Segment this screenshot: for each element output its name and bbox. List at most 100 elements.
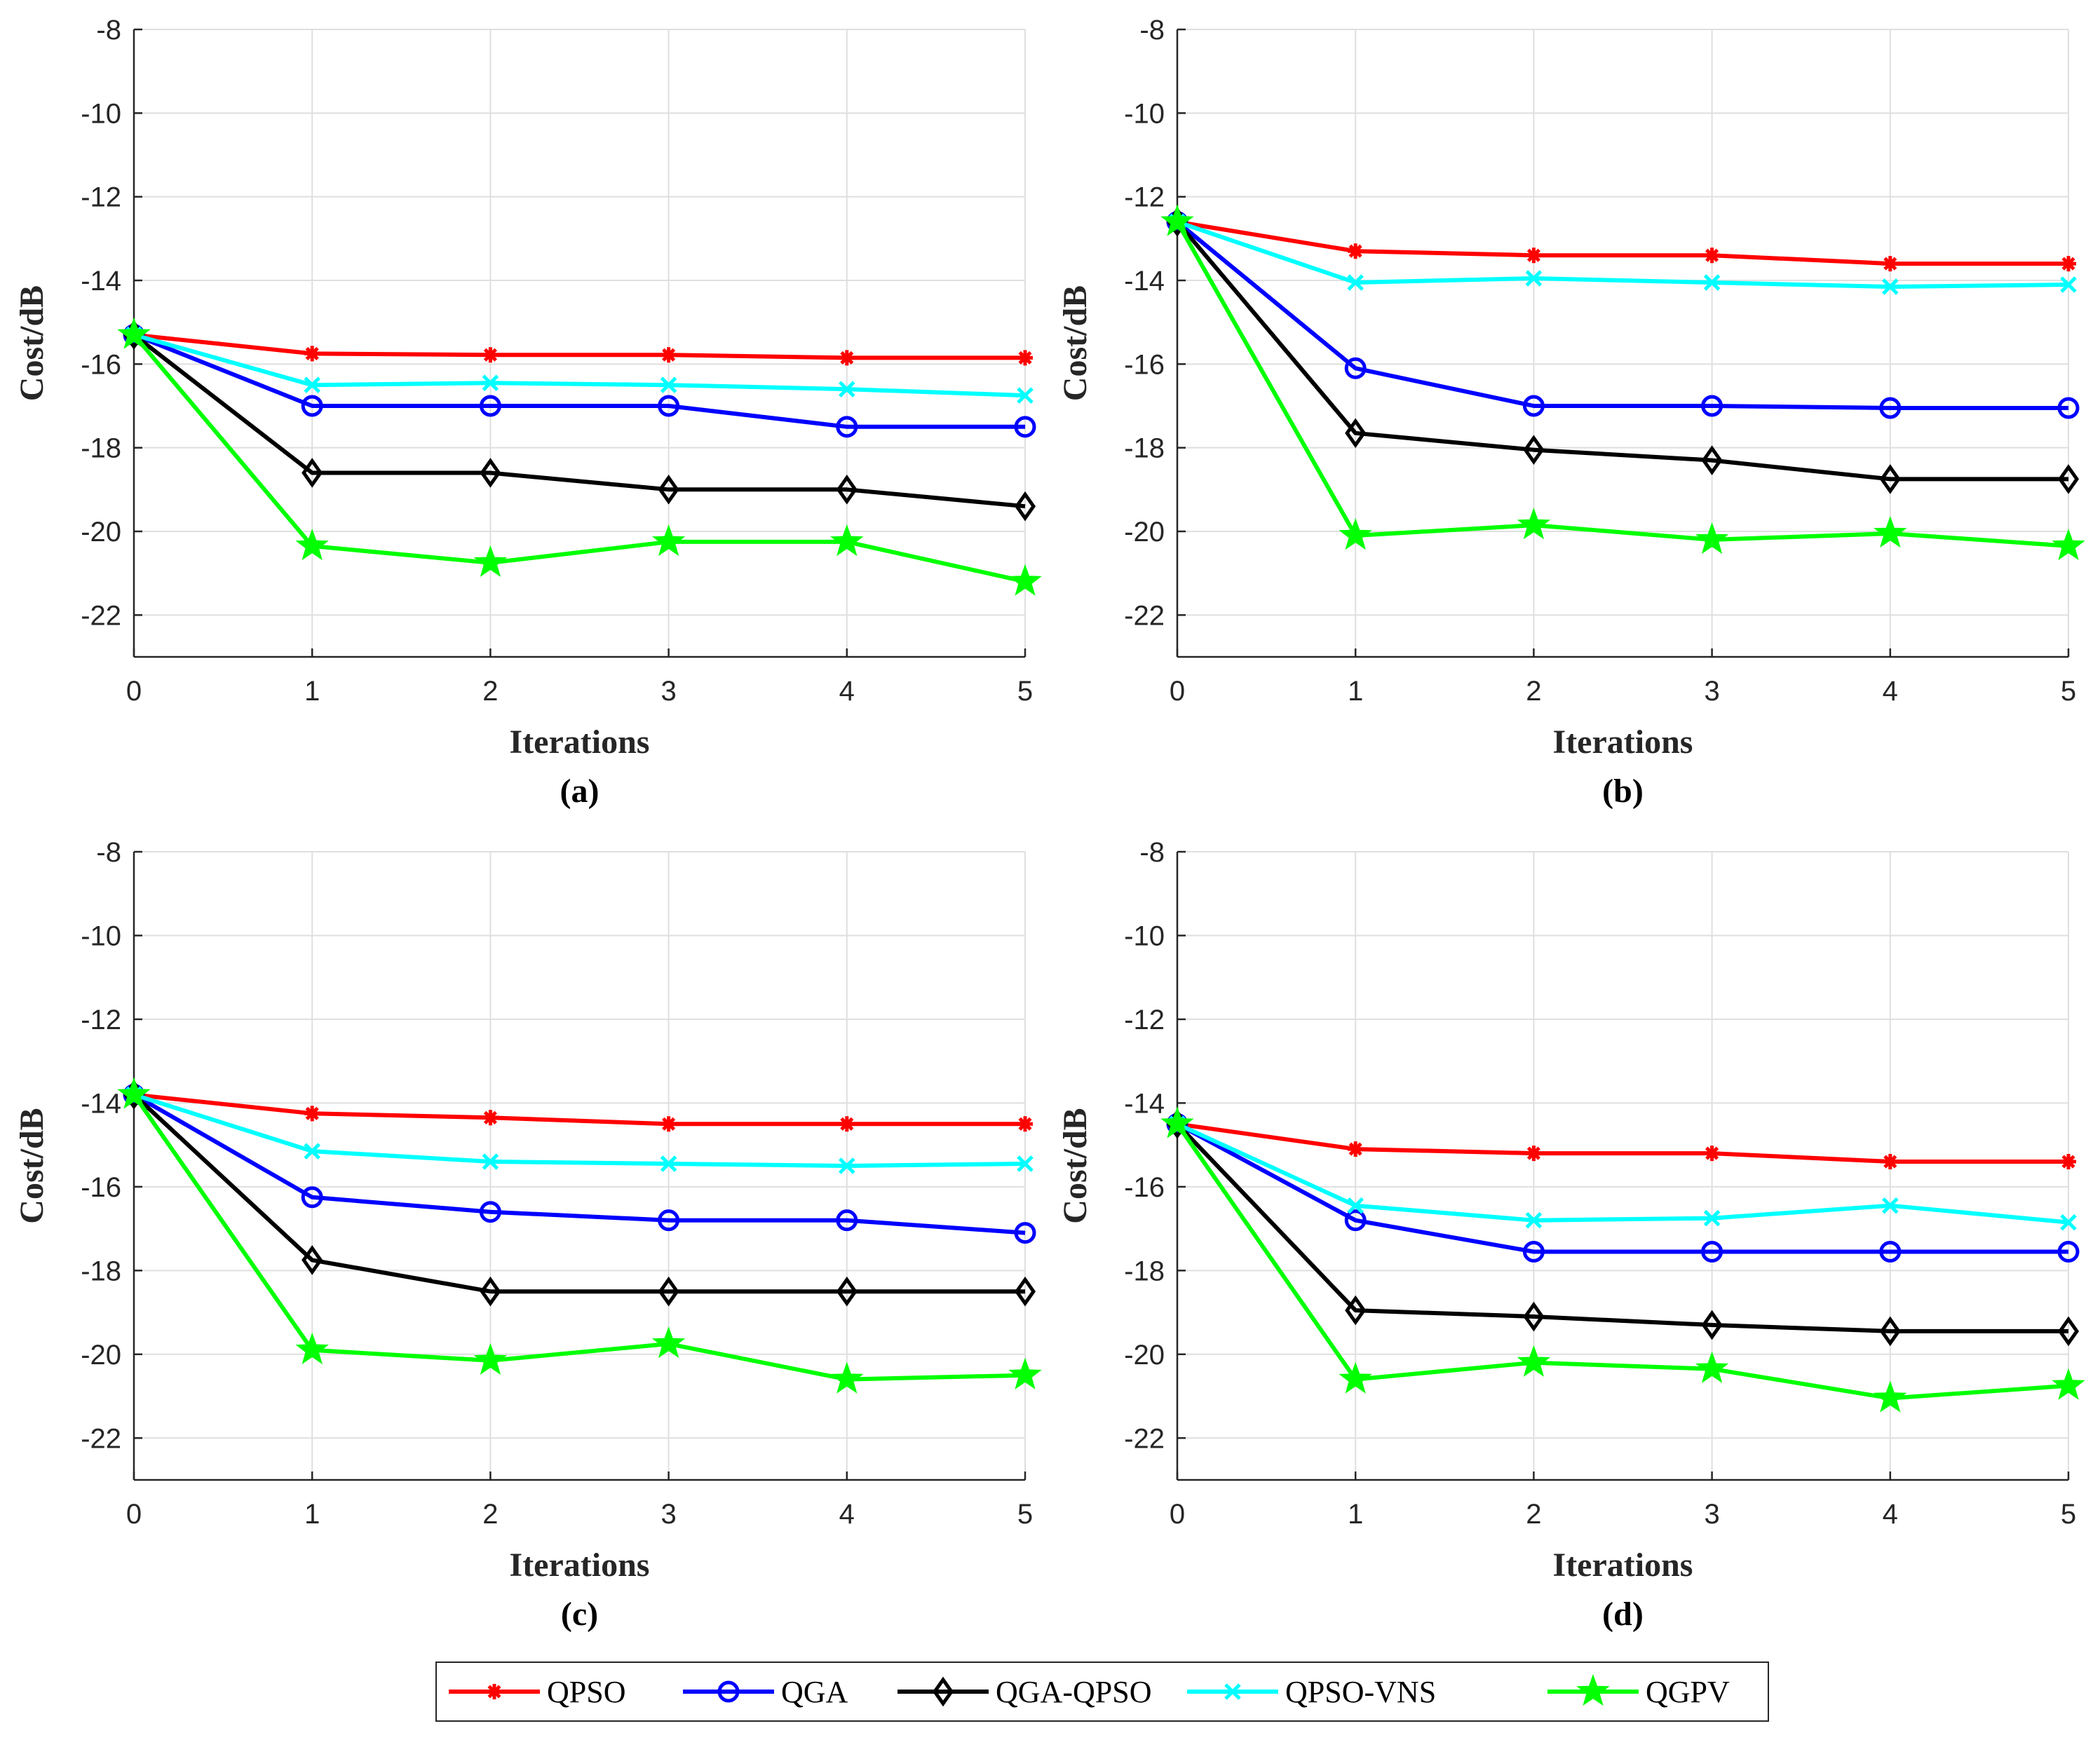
legend-item-qpso-vns: QPSO-VNS — [1187, 1675, 1436, 1709]
series-qga-qpso — [1166, 1108, 2080, 1347]
data-point — [482, 347, 499, 363]
data-point — [1014, 491, 1036, 522]
x-tick-label: 1 — [304, 1499, 320, 1530]
x-tick-label: 4 — [1883, 676, 1898, 707]
legend-marker — [1576, 1674, 1610, 1706]
series-line — [1176, 1122, 2069, 1225]
data-point — [1701, 1310, 1723, 1340]
data-point — [1008, 564, 1042, 596]
y-tick-label: -20 — [1124, 1340, 1165, 1371]
data-point — [117, 317, 151, 349]
y-tick-label: -18 — [1124, 433, 1165, 464]
data-point — [836, 1276, 858, 1307]
y-tick-label: -12 — [1124, 182, 1165, 213]
x-axis-label: Iterations — [510, 1547, 650, 1584]
y-tick-label: -12 — [81, 182, 121, 213]
data-point — [1882, 278, 1899, 295]
x-axis-label: Iterations — [510, 723, 650, 761]
y-axis-label: Cost/dB — [1057, 285, 1094, 401]
x-tick-label: 1 — [304, 676, 320, 707]
data-point — [661, 1116, 677, 1132]
series-line — [1175, 1122, 2069, 1401]
data-point — [2052, 1368, 2085, 1400]
data-point — [2057, 464, 2080, 494]
x-tick-label: 4 — [839, 676, 855, 707]
series-line — [132, 1093, 1026, 1382]
data-point — [1339, 1361, 1372, 1394]
x-tick-label: 1 — [1348, 1499, 1363, 1530]
data-point — [304, 1106, 320, 1122]
data-point — [1526, 1146, 1542, 1162]
x-tick-label: 2 — [1526, 1499, 1541, 1530]
x-tick-label: 5 — [1017, 1499, 1033, 1530]
data-point — [658, 1209, 680, 1232]
y-tick-label: -8 — [1139, 837, 1165, 868]
y-tick-label: -14 — [1124, 266, 1165, 297]
data-point — [2052, 528, 2085, 561]
panel-caption: (a) — [560, 773, 599, 810]
y-tick-label: -16 — [1124, 1172, 1165, 1203]
data-point — [1882, 1197, 1899, 1214]
data-point — [1344, 1209, 1367, 1232]
chart-panel-a: 0 1 2 3 4 5 -8 -10 -12 -14 -16 -18 -20 -22 Iterations C… — [13, 15, 1042, 810]
series-line — [1176, 220, 2068, 410]
data-point — [836, 416, 858, 438]
data-point — [658, 395, 680, 417]
x-tick-label: 1 — [1348, 676, 1363, 707]
data-point — [1517, 508, 1551, 540]
data-point — [1695, 522, 1729, 555]
data-point — [2061, 256, 2076, 272]
legend: QPSO QGA QGA-QPSO QPSO-VNS QGPV — [435, 1661, 1769, 1722]
data-point — [1701, 1240, 1723, 1263]
data-point — [304, 376, 320, 393]
legend-item-qgpv: QGPV — [1547, 1674, 1730, 1709]
data-point — [301, 1186, 323, 1209]
series-qgpv — [117, 1077, 1042, 1394]
data-point — [480, 458, 501, 488]
data-point — [473, 1343, 508, 1375]
data-point — [1523, 1301, 1545, 1332]
data-point — [295, 1332, 329, 1364]
y-tick-label: -20 — [81, 517, 121, 548]
data-point — [2057, 1240, 2080, 1263]
x-tick-label: 5 — [2061, 676, 2076, 707]
y-tick-label: -14 — [81, 266, 121, 297]
data-point — [1522, 1240, 1545, 1263]
data-point — [117, 1077, 151, 1109]
y-tick-label: -20 — [1124, 517, 1165, 548]
x-tick-label: 3 — [661, 1499, 676, 1530]
panel-caption: (c) — [561, 1596, 598, 1633]
legend-label: QGA — [781, 1675, 848, 1709]
data-point — [479, 1201, 501, 1223]
data-point — [473, 545, 508, 577]
series-line — [1177, 219, 2068, 266]
data-point — [1874, 1380, 1907, 1413]
y-tick-label: -22 — [81, 600, 121, 631]
series-line — [1177, 1122, 2068, 1164]
data-point — [661, 347, 677, 363]
legend-item-qpso: QPSO — [449, 1675, 626, 1709]
data-point — [1695, 1351, 1729, 1383]
legend-item-qga-qpso: QGA-QPSO — [897, 1675, 1151, 1709]
data-point — [1703, 274, 1721, 291]
data-point — [1344, 357, 1367, 379]
legend-item-qga: QGA — [683, 1675, 848, 1709]
series-line — [133, 1092, 1026, 1168]
legend-marker — [487, 1684, 502, 1699]
y-tick-label: -8 — [96, 837, 121, 868]
series-line — [133, 332, 1025, 360]
data-point — [839, 381, 855, 397]
y-tick-label: -22 — [1124, 1423, 1165, 1454]
data-point — [1014, 1276, 1036, 1307]
data-point — [480, 1276, 501, 1307]
y-tick-label: -16 — [1124, 349, 1165, 380]
data-point — [839, 350, 855, 366]
data-point — [1879, 464, 1901, 494]
data-point — [2061, 1154, 2076, 1170]
data-point — [1347, 1197, 1364, 1214]
plot-area — [134, 29, 1025, 657]
legend-items: QPSO QGA QGA-QPSO QPSO-VNS QGPV — [449, 1674, 1730, 1709]
data-point — [1703, 1209, 1721, 1227]
data-point — [482, 1153, 499, 1170]
series-line — [133, 1092, 1026, 1235]
